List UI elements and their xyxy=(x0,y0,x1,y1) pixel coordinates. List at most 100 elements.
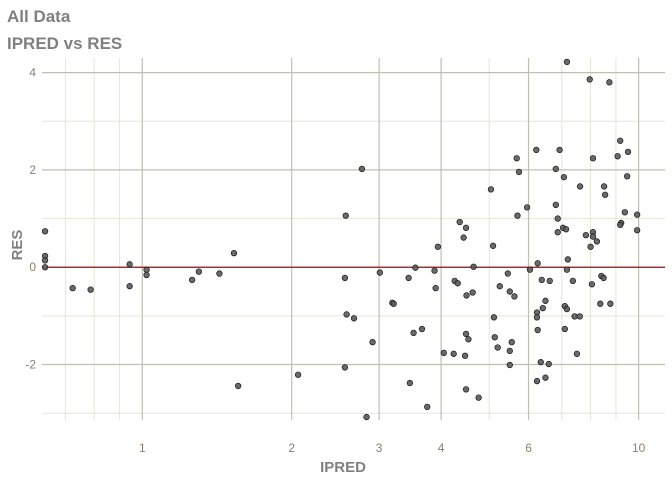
data-point xyxy=(533,314,541,321)
data-point xyxy=(487,186,495,193)
data-point xyxy=(556,146,563,154)
chart-title: All Data xyxy=(7,7,71,26)
data-point xyxy=(554,215,561,222)
y-tick-label: 2 xyxy=(29,163,36,177)
data-point xyxy=(552,201,559,209)
data-point xyxy=(533,146,540,154)
data-point xyxy=(562,226,570,233)
data-point xyxy=(460,234,467,241)
data-point xyxy=(569,277,577,284)
data-point xyxy=(358,165,366,173)
data-point xyxy=(587,243,594,250)
data-point xyxy=(390,300,397,307)
y-axis-label: RES xyxy=(9,230,26,261)
data-point xyxy=(614,153,621,160)
data-point xyxy=(542,374,549,381)
data-point xyxy=(494,344,501,351)
data-point xyxy=(491,334,498,341)
data-point xyxy=(586,76,593,83)
data-point xyxy=(573,350,581,357)
data-point xyxy=(508,339,515,346)
data-point xyxy=(607,300,614,307)
data-point xyxy=(363,413,370,421)
data-point xyxy=(195,268,202,275)
data-point xyxy=(504,270,511,277)
data-point xyxy=(589,233,597,240)
x-tick-label: 4 xyxy=(438,441,445,455)
x-tick-label: 1 xyxy=(139,441,146,455)
data-point xyxy=(489,242,497,249)
data-point xyxy=(561,325,568,333)
data-point xyxy=(539,304,546,312)
data-point xyxy=(431,267,438,274)
data-point xyxy=(621,209,629,216)
data-point xyxy=(454,280,461,287)
data-point xyxy=(440,349,447,357)
data-point xyxy=(490,314,498,321)
data-point xyxy=(554,229,561,236)
data-point xyxy=(514,212,521,219)
data-point xyxy=(513,155,520,162)
data-point xyxy=(511,293,518,300)
chart-subtitle: IPRED vs RES xyxy=(7,34,123,53)
data-point xyxy=(376,269,383,276)
data-point xyxy=(593,238,601,245)
data-point xyxy=(537,358,544,366)
data-point xyxy=(617,221,624,229)
data-point xyxy=(506,361,513,369)
y-tick-label: 0 xyxy=(29,260,36,274)
data-point xyxy=(563,266,571,273)
data-point xyxy=(216,270,223,277)
data-point xyxy=(143,266,150,273)
data-point xyxy=(606,79,613,86)
data-point xyxy=(143,271,150,279)
data-point xyxy=(552,165,559,173)
data-point xyxy=(600,274,607,282)
y-tick-label: 4 xyxy=(29,66,36,80)
data-point xyxy=(588,281,596,288)
data-point xyxy=(563,305,571,313)
data-point xyxy=(515,168,523,176)
data-point xyxy=(564,256,571,263)
data-point xyxy=(576,183,584,190)
data-point xyxy=(456,218,463,226)
data-point xyxy=(412,264,419,271)
data-point xyxy=(617,137,624,144)
data-point xyxy=(589,155,597,162)
data-point xyxy=(405,274,412,282)
data-point xyxy=(545,360,552,368)
data-point xyxy=(470,263,477,270)
data-point xyxy=(465,336,472,343)
data-point xyxy=(571,313,578,320)
data-point xyxy=(526,266,534,273)
data-point xyxy=(450,350,457,357)
data-point xyxy=(462,330,470,338)
data-point xyxy=(469,289,476,296)
data-point xyxy=(576,313,583,320)
data-point xyxy=(424,403,431,411)
data-point xyxy=(461,352,469,359)
data-point xyxy=(463,292,470,299)
x-tick-label: 3 xyxy=(376,441,383,455)
data-point xyxy=(432,284,439,292)
x-axis-label: IPRED xyxy=(320,459,366,476)
data-point xyxy=(533,377,541,385)
data-point xyxy=(563,58,571,66)
data-point xyxy=(342,212,349,219)
x-tick-label: 6 xyxy=(525,441,532,455)
data-point xyxy=(418,325,426,333)
data-point xyxy=(624,148,632,156)
tick-labels: 1 2 3 4 6 10 -2 0 2 4 xyxy=(25,66,645,455)
data-point xyxy=(534,260,541,267)
data-point xyxy=(496,283,503,290)
data-point xyxy=(601,191,609,198)
data-point xyxy=(475,394,482,401)
points xyxy=(41,58,641,421)
data-point xyxy=(230,249,238,257)
data-point xyxy=(534,326,541,334)
data-point xyxy=(341,274,349,282)
y-tick-label: -2 xyxy=(25,358,36,372)
data-point xyxy=(69,284,76,292)
data-point xyxy=(234,382,242,390)
